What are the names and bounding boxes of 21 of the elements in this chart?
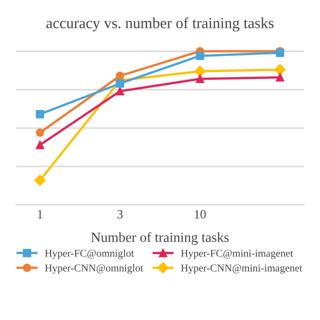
point [36,110,44,118]
point [116,87,124,96]
x-tick-label: 1 [38,210,42,218]
chart-title: accuracy vs. number of training tasks [46,17,274,32]
point [116,79,124,88]
legend-label: Hyper-CNN@mini-imagenet [181,264,302,274]
point [36,140,44,150]
x-tick-label: 3 [117,210,123,218]
point [116,72,124,80]
point [196,52,204,60]
x-axis-title: Number of training tasks [91,232,229,245]
x-tick-label: 10 [194,210,206,218]
point [194,66,206,77]
point [276,73,284,82]
point [274,64,286,76]
point [36,128,44,137]
point [196,74,204,84]
legend-label: Hyper-CNN@omniglot [45,264,144,274]
legend-label: Hyper-FC@omniglot [45,249,134,259]
point [34,174,46,186]
legend-label: Hyper-FC@mini-imagenet [181,250,294,259]
